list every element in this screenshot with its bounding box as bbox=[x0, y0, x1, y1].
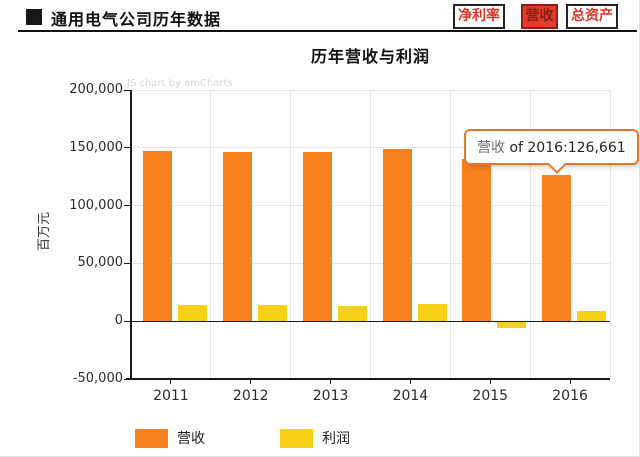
tooltip: 营收 of 2016:126,661 bbox=[464, 129, 639, 165]
x-axis-tick bbox=[330, 379, 332, 384]
legend-swatch-revenue bbox=[135, 429, 168, 448]
v-gridline bbox=[609, 90, 611, 379]
y-axis-tick bbox=[124, 378, 131, 380]
x-tick-label: 2012 bbox=[232, 388, 269, 404]
y-axis-tick bbox=[124, 320, 131, 322]
legend-swatch-profit bbox=[280, 429, 313, 448]
page-title: 通用电气公司历年数据 bbox=[51, 10, 222, 29]
v-gridline bbox=[449, 90, 451, 379]
profit-bar[interactable] bbox=[257, 305, 287, 322]
y-axis-line bbox=[130, 90, 132, 379]
title-bullet-icon bbox=[26, 9, 42, 25]
v-gridline bbox=[370, 90, 371, 379]
chart-title: 历年营收与利润 bbox=[310, 47, 430, 66]
x-tick-label: 2013 bbox=[312, 388, 349, 404]
profit-bar[interactable] bbox=[178, 304, 207, 322]
v-gridline bbox=[210, 90, 212, 379]
legend-label-revenue: 营收 bbox=[177, 430, 205, 447]
y-axis-tick bbox=[124, 205, 131, 207]
x-axis-tick bbox=[409, 379, 411, 384]
v-gridline bbox=[290, 90, 292, 379]
revenue-bar[interactable] bbox=[542, 174, 572, 322]
x-tick-label: 2015 bbox=[472, 388, 509, 404]
plot-area: 200,000 150,000 100,000 50,000 0 -50,000 2011 2… bbox=[69, 82, 611, 404]
profit-bar[interactable] bbox=[337, 306, 367, 322]
tab-revenue[interactable]: 营收 bbox=[521, 4, 558, 29]
tab-net-margin[interactable]: 净利率 bbox=[453, 4, 505, 29]
y-tick-label: 150,000 bbox=[69, 139, 123, 155]
revenue-bar[interactable] bbox=[222, 151, 252, 322]
legend-item-profit[interactable]: 利润 bbox=[280, 428, 350, 448]
revenue-bar[interactable] bbox=[382, 149, 412, 322]
y-tick-label: 100,000 bbox=[69, 197, 123, 213]
legend-label-profit: 利润 bbox=[322, 430, 350, 447]
profit-bar[interactable] bbox=[417, 303, 447, 322]
y-axis-tick bbox=[124, 147, 131, 149]
v-gridline bbox=[529, 90, 531, 379]
profit-bar[interactable] bbox=[497, 321, 527, 329]
y-axis-title: 百万元 bbox=[37, 211, 53, 252]
x-axis-tick bbox=[489, 379, 491, 384]
revenue-bar[interactable] bbox=[143, 150, 172, 322]
x-axis-tick bbox=[569, 379, 571, 384]
x-axis-line bbox=[126, 378, 610, 380]
tab-total-assets[interactable]: 总资产 bbox=[566, 4, 618, 29]
y-tick-label: 0 bbox=[114, 313, 123, 329]
x-axis-tick bbox=[250, 379, 252, 384]
y-tick-label: 50,000 bbox=[77, 255, 124, 271]
y-tick-label: 200,000 bbox=[69, 82, 123, 97]
zero-line bbox=[131, 320, 610, 322]
x-tick-label: 2014 bbox=[392, 388, 429, 404]
x-axis-tick bbox=[170, 379, 172, 384]
legend-item-revenue[interactable]: 营收 bbox=[135, 428, 205, 448]
profit-bar[interactable] bbox=[577, 310, 607, 322]
y-axis-tick bbox=[124, 262, 131, 264]
y-axis-tick bbox=[124, 89, 131, 91]
x-tick-label: 2011 bbox=[153, 388, 189, 404]
x-tick-label: 2016 bbox=[552, 388, 588, 404]
y-tick-label: -50,000 bbox=[72, 371, 123, 386]
tooltip-series-label: 营收 bbox=[477, 140, 505, 156]
revenue-bar[interactable] bbox=[462, 158, 492, 322]
tooltip-value-text: of 2016:126,661 bbox=[505, 140, 626, 156]
header-divider bbox=[18, 30, 637, 32]
amcharts-watermark[interactable]: JS chart by amCharts bbox=[127, 78, 233, 89]
revenue-bar[interactable] bbox=[302, 152, 332, 322]
